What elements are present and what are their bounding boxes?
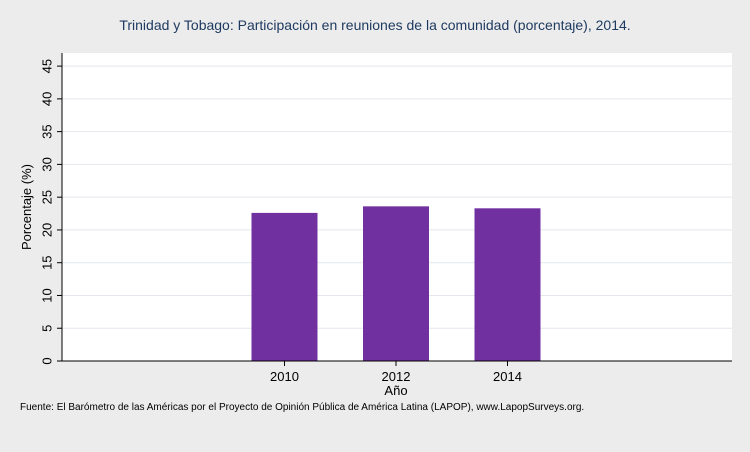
x-tick-label: 2010 bbox=[270, 369, 299, 384]
y-tick-label: 0 bbox=[40, 357, 55, 364]
source-note: Fuente: El Barómetro de las Américas por… bbox=[20, 402, 584, 413]
bar bbox=[363, 206, 429, 361]
x-axis-ticks: 2010 2012 2014 bbox=[270, 361, 522, 384]
y-tick-label: 10 bbox=[40, 288, 55, 302]
bar-series bbox=[251, 206, 541, 361]
y-tick-label: 15 bbox=[40, 255, 55, 269]
y-tick-label: 20 bbox=[40, 223, 55, 237]
chart-title: Trinidad y Tobago: Participación en reun… bbox=[119, 17, 630, 33]
y-tick-label: 45 bbox=[40, 59, 55, 73]
y-axis-label: Porcentaje (%) bbox=[19, 164, 34, 250]
x-tick-label: 2014 bbox=[493, 369, 522, 384]
y-tick-label: 25 bbox=[40, 190, 55, 204]
bar bbox=[474, 208, 541, 361]
y-tick-label: 30 bbox=[40, 157, 55, 171]
x-axis-label: Año bbox=[384, 383, 407, 398]
y-axis-ticks: 0 5 10 15 20 25 30 35 40 45 bbox=[40, 59, 62, 365]
x-tick-label: 2012 bbox=[382, 369, 411, 384]
y-tick-label: 35 bbox=[40, 124, 55, 138]
bar bbox=[251, 212, 318, 361]
y-tick-label: 5 bbox=[40, 325, 55, 332]
y-tick-label: 40 bbox=[40, 92, 55, 106]
